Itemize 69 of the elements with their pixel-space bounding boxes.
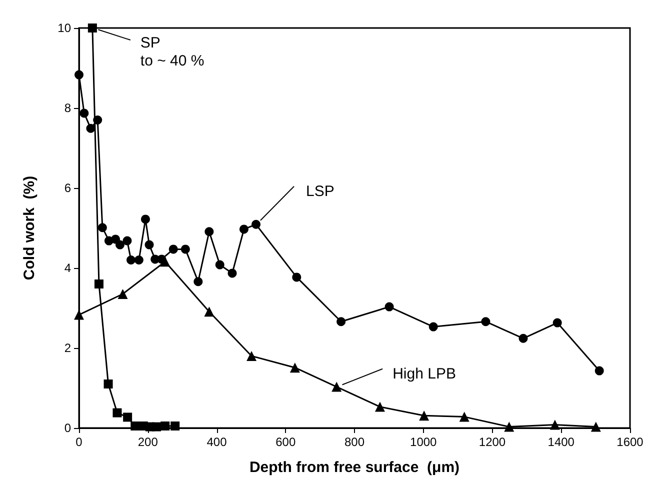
point — [459, 412, 470, 422]
y-tick-label: 0 — [64, 421, 72, 435]
point — [336, 317, 346, 326]
point — [215, 260, 224, 270]
point — [126, 256, 136, 264]
point — [239, 224, 248, 234]
x-tick-label: 1200 — [478, 435, 506, 449]
point — [481, 317, 490, 326]
point — [332, 382, 342, 392]
point — [160, 256, 170, 267]
annotation: LSP — [306, 182, 334, 200]
point — [228, 268, 237, 278]
point — [428, 322, 438, 332]
point — [518, 334, 528, 343]
point — [204, 306, 214, 317]
point — [290, 362, 300, 373]
point — [140, 214, 150, 224]
point — [170, 422, 180, 430]
x-tick-label: 1400 — [548, 435, 575, 449]
point — [93, 116, 102, 124]
x-tick-label: 400 — [206, 435, 228, 449]
y-tick-label: 10 — [58, 21, 72, 35]
y-tick-label: 4 — [64, 261, 72, 275]
point — [594, 366, 604, 376]
y-tick-label: 8 — [64, 101, 72, 115]
point — [292, 272, 302, 282]
point — [552, 318, 562, 328]
point — [590, 422, 601, 432]
point — [123, 412, 132, 422]
point — [74, 70, 84, 80]
point — [94, 280, 104, 288]
point — [160, 422, 170, 430]
point — [419, 410, 430, 421]
point — [80, 108, 89, 118]
point — [134, 256, 144, 264]
point — [112, 408, 122, 418]
point — [168, 244, 178, 254]
point — [374, 402, 385, 412]
point — [252, 220, 261, 229]
y-axis-title: Cold work (%) — [21, 176, 38, 280]
x-tick-label: 600 — [276, 435, 296, 449]
point — [144, 240, 154, 250]
point — [98, 223, 107, 232]
point — [180, 244, 190, 254]
point — [384, 302, 394, 312]
point — [246, 351, 257, 361]
point — [504, 422, 514, 432]
point — [194, 277, 203, 286]
point — [152, 422, 161, 432]
point — [204, 227, 214, 236]
point — [550, 420, 560, 430]
point — [122, 236, 132, 246]
point — [130, 422, 140, 430]
annotation: High LPB — [392, 365, 456, 382]
x-tick-label: 0 — [76, 435, 83, 449]
y-tick-label: 2 — [64, 341, 72, 355]
point — [118, 289, 128, 299]
x-axis-title: Depth from free surface (μm) — [249, 459, 460, 476]
x-tick-label: 1000 — [410, 435, 438, 449]
point — [74, 310, 84, 320]
point — [104, 380, 113, 388]
x-tick-label: 1600 — [616, 435, 644, 449]
point — [115, 240, 124, 250]
point — [86, 124, 96, 133]
point — [88, 24, 97, 32]
annotation: SP to ~ 40 % — [140, 34, 204, 70]
x-tick-label: 200 — [138, 435, 158, 449]
x-tick-label: 800 — [344, 435, 365, 449]
y-tick-label: 6 — [64, 181, 72, 195]
